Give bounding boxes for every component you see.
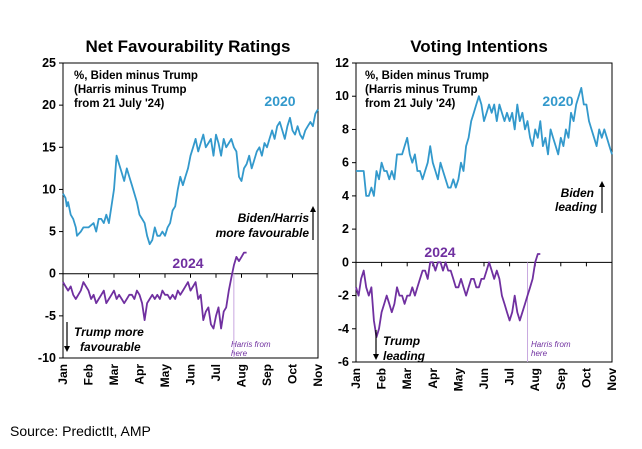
y-tick-label: 10	[42, 182, 56, 196]
voting-intentions-panel: Voting Intentions %, Biden minus Trump (…	[335, 37, 619, 391]
y-tick-label: 0	[342, 255, 349, 269]
up-annotation-line-2: leading	[555, 200, 598, 214]
y-tick-label: 5	[49, 225, 56, 239]
series-label-2020: 2020	[542, 93, 573, 109]
y-tick-label: -6	[338, 355, 349, 369]
series-line-2020	[62, 108, 319, 246]
series-label-2024: 2024	[424, 244, 455, 260]
y-tick-label: 6	[342, 156, 349, 170]
chart-title: Net Favourability Ratings	[86, 37, 291, 56]
series-line-2024	[62, 251, 247, 330]
x-tick-label: Oct	[286, 364, 300, 384]
down-arrow-head	[373, 354, 379, 360]
x-tick-label: Jul	[209, 364, 223, 381]
down-annotation-line-1: Trump more	[74, 325, 144, 339]
y-tick-label: 10	[335, 89, 349, 103]
up-annotation-line-1: Biden/Harris	[238, 211, 310, 225]
chart-note-line-3: from 21 July '24)	[74, 98, 164, 110]
x-tick-label: Sep	[260, 364, 274, 386]
x-tick-label: Aug	[235, 364, 249, 387]
x-tick-label: Mar	[107, 364, 121, 386]
down-annotation-line-2: favourable	[80, 340, 141, 354]
cutoff-label-line-2: here	[531, 349, 548, 358]
y-tick-label: 12	[335, 56, 349, 70]
up-arrow-head	[310, 206, 316, 212]
chart-title: Voting Intentions	[410, 37, 548, 56]
y-tick-label: 0	[49, 267, 56, 281]
x-tick-label: May	[158, 364, 172, 388]
x-tick-label: Jun	[184, 364, 198, 385]
y-tick-label: 4	[342, 189, 349, 203]
x-tick-label: Feb	[375, 368, 389, 389]
series-label-2024: 2024	[172, 255, 203, 271]
x-tick-label: May	[451, 368, 465, 392]
chart-note-line-3: from 21 July '24)	[365, 98, 455, 110]
x-tick-label: Apr	[426, 368, 440, 389]
down-arrow-head	[64, 346, 70, 352]
series-line-2020	[356, 87, 613, 197]
cutoff-label-line-2: here	[231, 349, 248, 358]
x-tick-label: Nov	[605, 368, 619, 391]
y-tick-label: 15	[42, 140, 56, 154]
chart-note-line-2: (Harris minus Trump	[365, 84, 477, 96]
x-tick-label: Oct	[579, 368, 593, 388]
plot-frame	[62, 62, 319, 359]
x-tick-label: Jul	[503, 368, 517, 385]
x-tick-label: Nov	[311, 364, 325, 387]
up-annotation-line-2: more favourable	[216, 226, 310, 240]
source-note: Source: PredictIt, AMP	[10, 423, 151, 439]
chart-note-line-1: %, Biden minus Trump	[74, 70, 198, 82]
y-tick-label: 8	[342, 122, 349, 136]
x-tick-label: Apr	[133, 364, 147, 385]
down-annotation-line-1: Trump	[383, 334, 420, 348]
favourability-panel: Net Favourability Ratings %, Biden minus…	[38, 37, 325, 387]
y-tick-label: -5	[45, 309, 56, 323]
chart-note-line-2: (Harris minus Trump	[74, 84, 186, 96]
x-tick-label: Jan	[56, 364, 70, 385]
x-tick-label: Feb	[82, 364, 96, 385]
series-label-2020: 2020	[264, 93, 295, 109]
cutoff-label-line-1: Harris from	[531, 340, 571, 349]
y-tick-label: -10	[38, 351, 56, 365]
y-tick-label: 2	[342, 222, 349, 236]
chart-note-line-1: %, Biden minus Trump	[365, 70, 489, 82]
up-annotation-line-1: Biden	[561, 186, 594, 200]
down-annotation-line-2: leading	[383, 349, 426, 363]
x-tick-label: Jun	[477, 368, 491, 389]
up-arrow-head	[599, 181, 605, 187]
x-tick-label: Sep	[554, 368, 568, 390]
series-line-2024	[355, 253, 541, 339]
y-tick-label: -4	[338, 322, 349, 336]
y-tick-label: -2	[338, 289, 349, 303]
y-tick-label: 25	[42, 56, 56, 70]
x-tick-label: Jan	[349, 368, 363, 389]
cutoff-label-line-1: Harris from	[231, 340, 271, 349]
x-tick-label: Aug	[528, 368, 542, 391]
x-tick-label: Mar	[400, 368, 414, 390]
plot-frame	[355, 62, 613, 363]
y-tick-label: 20	[42, 98, 56, 112]
